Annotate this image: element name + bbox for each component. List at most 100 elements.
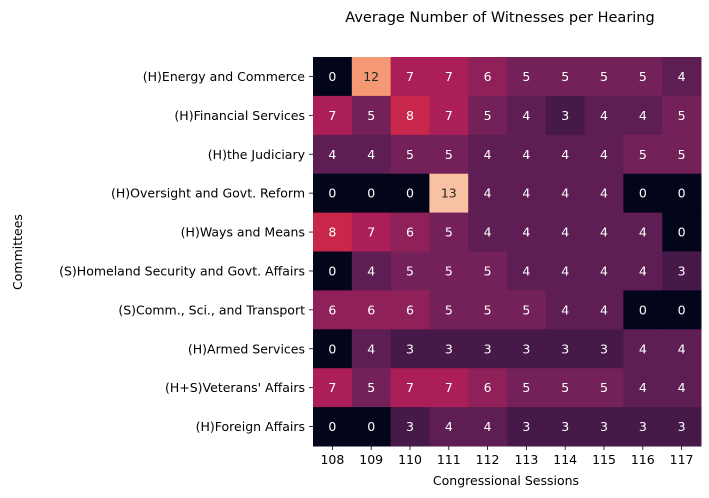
y-axis-label: Committees xyxy=(10,214,25,290)
heatmap-cell xyxy=(584,134,624,175)
heatmap-cell xyxy=(429,407,469,447)
cell-value-label: 6 xyxy=(406,225,414,240)
x-tick-labels: 108 109 110 111 112 113 114 115 116 117 xyxy=(320,446,694,467)
cell-value-label: 5 xyxy=(484,108,492,123)
cell-value-label: 3 xyxy=(406,419,414,434)
heatmap-cell xyxy=(468,95,508,136)
heatmap-cell xyxy=(545,134,586,175)
y-tick-label: (H)Financial Services xyxy=(174,108,305,123)
heatmap-cell xyxy=(545,407,586,447)
heatmap-cell xyxy=(507,251,547,291)
heatmap-cell xyxy=(507,329,547,369)
cell-value-label: 3 xyxy=(406,341,414,356)
cell-value-label: 5 xyxy=(445,147,453,162)
heatmap-cell xyxy=(584,407,624,447)
heatmap-cell xyxy=(313,95,353,136)
cell-value-label: 5 xyxy=(639,147,647,162)
y-tick-label: (H)Energy and Commerce xyxy=(143,69,306,84)
heatmap-cell xyxy=(429,251,469,291)
heatmap-cell xyxy=(545,368,586,408)
heatmap-cell xyxy=(351,173,392,214)
cell-value-label: 5 xyxy=(484,302,492,317)
heatmap-cell xyxy=(545,251,586,291)
cell-value-label: 0 xyxy=(678,302,686,317)
cell-value-label: 7 xyxy=(445,108,453,123)
heatmap-cell xyxy=(390,329,430,369)
heatmap-cell xyxy=(662,329,702,369)
heatmap-cell xyxy=(584,368,624,408)
heatmap-cell xyxy=(429,329,469,369)
heatmap-cell xyxy=(507,407,547,447)
heatmap-cell xyxy=(468,57,508,97)
cell-value-label: 5 xyxy=(406,263,414,278)
cell-value-label: 4 xyxy=(678,69,686,84)
cell-value-label: 4 xyxy=(561,302,569,317)
x-tick-label: 112 xyxy=(476,452,500,467)
cell-value-label: 6 xyxy=(484,380,492,395)
cell-value-label: 3 xyxy=(522,419,530,434)
heatmap-cell xyxy=(468,173,508,214)
heatmap-cell xyxy=(390,57,430,97)
cell-value-label: 7 xyxy=(328,108,336,123)
cell-value-label: 5 xyxy=(522,69,530,84)
heatmap-cell xyxy=(662,173,702,214)
cell-value-label: 4 xyxy=(639,341,647,356)
cell-value-label: 4 xyxy=(600,225,608,240)
heatmap-cells: 0 12 7 7 6 5 5 5 5 4 7 5 8 7 5 4 3 4 4 5 4 4 5 5 4 4 4 4 5 5 0 0 0 13 4 4 4 4… xyxy=(313,57,702,447)
y-tick-label: (S)Homeland Security and Govt. Affairs xyxy=(59,263,305,278)
cell-value-label: 13 xyxy=(441,186,457,201)
y-tick-label: (H)Armed Services xyxy=(188,341,305,356)
cell-value-label: 4 xyxy=(561,147,569,162)
cell-value-label: 4 xyxy=(561,225,569,240)
x-tick-label: 113 xyxy=(514,452,538,467)
x-axis-label: Congressional Sessions xyxy=(433,473,579,488)
heatmap-cell xyxy=(468,251,508,291)
heatmap-cell xyxy=(662,57,702,97)
cell-value-label: 7 xyxy=(406,380,414,395)
heatmap-cell xyxy=(351,251,392,291)
cell-value-label: 0 xyxy=(328,419,336,434)
cell-value-label: 7 xyxy=(445,69,453,84)
cell-value-label: 4 xyxy=(639,380,647,395)
heatmap-cell xyxy=(545,57,586,97)
heatmap-cell xyxy=(545,212,586,252)
cell-value-label: 4 xyxy=(522,186,530,201)
heatmap-cell xyxy=(662,212,702,252)
chart-title: Average Number of Witnesses per Hearing xyxy=(345,10,654,26)
heatmap-cell xyxy=(623,173,663,214)
heatmap-cell xyxy=(390,368,430,408)
heatmap-cell xyxy=(662,368,702,408)
heatmap-cell xyxy=(468,290,508,330)
cell-value-label: 6 xyxy=(367,302,375,317)
cell-value-label: 4 xyxy=(639,108,647,123)
cell-value-label: 5 xyxy=(406,147,414,162)
heatmap-cell xyxy=(351,134,392,175)
cell-value-label: 5 xyxy=(445,263,453,278)
cell-value-label: 0 xyxy=(678,186,686,201)
cell-value-label: 3 xyxy=(561,341,569,356)
y-tick-label: (H)the Judiciary xyxy=(208,147,306,162)
x-tick-label: 110 xyxy=(398,452,422,467)
heatmap-cell xyxy=(429,57,469,97)
heatmap-cell xyxy=(313,134,353,175)
cell-value-label: 4 xyxy=(522,225,530,240)
cell-value-label: 3 xyxy=(678,419,686,434)
heatmap-cell xyxy=(584,57,624,97)
heatmap-cell xyxy=(662,134,702,175)
cell-value-label: 4 xyxy=(600,263,608,278)
heatmap-cell xyxy=(468,212,508,252)
cell-value-label: 4 xyxy=(561,263,569,278)
cell-value-label: 3 xyxy=(522,341,530,356)
cell-value-label: 3 xyxy=(678,263,686,278)
cell-value-label: 12 xyxy=(363,69,379,84)
cell-value-label: 5 xyxy=(445,225,453,240)
cell-value-label: 3 xyxy=(600,419,608,434)
heatmap-cell xyxy=(390,95,430,136)
cell-value-label: 4 xyxy=(328,147,336,162)
heatmap-cell xyxy=(623,329,663,369)
cell-value-label: 7 xyxy=(367,225,375,240)
cell-value-label: 4 xyxy=(639,263,647,278)
cell-value-label: 4 xyxy=(484,225,492,240)
heatmap-cell xyxy=(545,329,586,369)
